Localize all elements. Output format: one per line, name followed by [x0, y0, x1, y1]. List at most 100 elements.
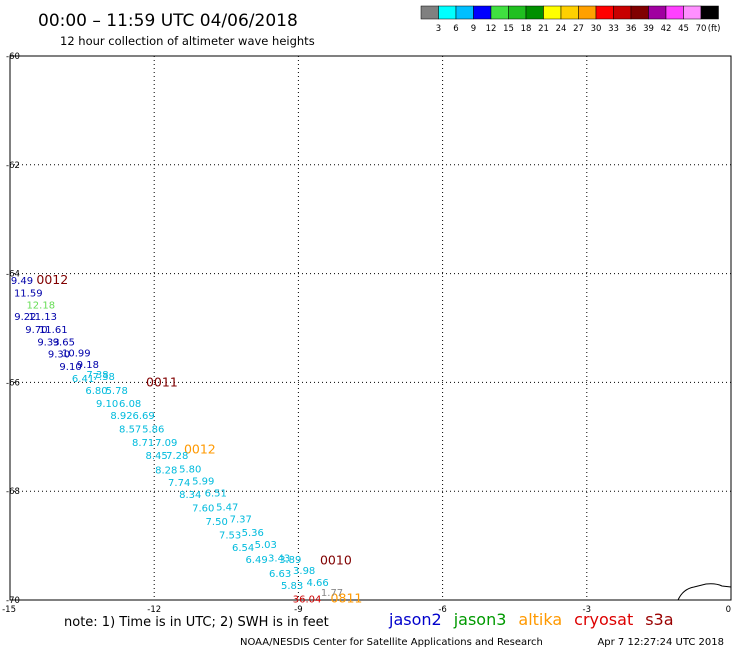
colorbar-swatch	[630, 5, 649, 20]
wave-height-label: 8.57	[119, 425, 141, 436]
colorbar-swatch	[438, 5, 457, 20]
y-tick-label: -68	[6, 487, 20, 497]
colorbar-swatch	[665, 5, 684, 20]
colorbar-swatch	[525, 5, 544, 20]
grid-lines	[10, 56, 731, 600]
wave-height-label: 3.98	[293, 566, 315, 577]
wave-height-label: 5.80	[179, 464, 201, 475]
wave-height-label: 6.41	[72, 374, 94, 385]
wave-height-label: 7.38	[93, 372, 115, 383]
satellite-legend: jason2 jason3 altika cryosat s3a	[388, 610, 674, 629]
wave-height-label: 7.53	[219, 531, 241, 542]
pass-time-label: 0012	[184, 441, 216, 456]
wave-height-label: 6.63	[269, 569, 291, 580]
x-tick-label: -15	[2, 605, 16, 615]
wave-height-label: 8.45	[145, 451, 167, 462]
tick-labels: -15 -12 -9 -6 -3 0 -60 -62 -64 -66 -68 -70	[2, 52, 731, 615]
colorbar-swatch	[683, 5, 702, 20]
y-tick-label: -70	[6, 596, 20, 606]
pass-time-label: 0012	[36, 272, 68, 287]
colorbar-label: 15	[503, 24, 514, 34]
plot-area: -15 -12 -9 -6 -3 0 -60 -62 -64 -66 -68 -70 9.49 11.5…	[2, 52, 732, 615]
pass-time-label: 0010	[320, 552, 352, 567]
wave-height-label: 5.78	[106, 386, 128, 397]
wave-height-label: 11.59	[14, 289, 43, 300]
x-tick-label: -3	[583, 605, 591, 615]
colorbar-swatch	[455, 5, 474, 20]
colorbar-swatch	[508, 5, 527, 20]
colorbar-unit: (ft)	[708, 24, 721, 34]
wave-height-label: 7.50	[206, 517, 228, 528]
x-tick-label: -6	[438, 605, 446, 615]
chart-title: 00:00 – 11:59 UTC 04/06/2018	[38, 11, 298, 31]
wave-height-label: 5.86	[142, 425, 164, 436]
color-scale-bar: 3 6 9 12 15 18 21 24 27 30 33 36 39 42 45 70 (ft)	[420, 5, 721, 34]
wave-height-label: 9.33	[37, 338, 59, 349]
legend-s3a: s3a	[645, 610, 673, 629]
wave-height-label: 6.54	[232, 543, 254, 554]
wave-height-label: 8.34	[179, 490, 201, 501]
legend-jason2: jason2	[388, 610, 442, 629]
colorbar-swatch	[490, 5, 509, 20]
wave-height-label: 5.47	[216, 502, 238, 513]
colorbar-label: 6	[453, 24, 458, 34]
wave-height-label: 9.10	[59, 362, 81, 373]
plot-frame	[9, 55, 732, 601]
wave-height-label: 5.99	[192, 476, 214, 487]
wave-height-label: 3.43	[268, 554, 290, 565]
chart-subtitle: 12 hour collection of altimeter wave hei…	[60, 34, 315, 48]
colorbar-label: 12	[486, 24, 497, 34]
colorbar-swatch	[613, 5, 632, 20]
wave-height-label: 11.61	[39, 325, 68, 336]
colorbar-label: 30	[591, 24, 602, 34]
colorbar-label: 39	[643, 24, 654, 34]
pass-time-label: 0011	[146, 374, 178, 389]
wave-height-label: 7.09	[155, 438, 177, 449]
wave-height-label: 9.30	[48, 350, 70, 361]
wave-height-label: 7.74	[168, 478, 190, 489]
wave-height-label: 9.22	[14, 312, 36, 323]
colorbar-swatch	[420, 5, 439, 20]
y-tick-label: -60	[6, 52, 20, 62]
colorbar-swatch	[700, 5, 719, 20]
footer-note: note: 1) Time is in UTC; 2) SWH is in fe…	[64, 615, 329, 630]
wave-height-label: 6.69	[132, 411, 154, 422]
legend-cryosat: cryosat	[574, 610, 633, 629]
wave-height-label: 7.28	[166, 451, 188, 462]
wave-height-label: 36.04	[293, 594, 322, 605]
wave-height-label: 9.18	[77, 360, 99, 371]
wave-height-label: 8.71	[132, 438, 154, 449]
pass-time-label: 0811	[331, 590, 363, 605]
x-tick-label: 0	[726, 605, 731, 615]
wave-height-label: 9.70	[25, 325, 47, 336]
colorbar-label: 9	[471, 24, 476, 34]
coastline-shape	[677, 583, 732, 601]
y-tick-label: -62	[6, 161, 20, 171]
wave-height-label: 10.99	[62, 348, 91, 359]
legend-altika: altika	[518, 610, 562, 629]
legend-jason3: jason3	[453, 610, 507, 629]
colorbar-label: 24	[556, 24, 567, 34]
wave-height-label: 9.49	[11, 276, 33, 287]
wave-height-label: 12.18	[26, 301, 55, 312]
wave-height-label: 6.80	[85, 386, 107, 397]
colorbar-swatch	[648, 5, 667, 20]
x-tick-label: -12	[147, 605, 161, 615]
wave-height-label: 6.49	[245, 555, 267, 566]
footer-timestamp: Apr 7 12:27:24 UTC 2018	[597, 637, 724, 648]
y-tick-label: -66	[6, 378, 20, 388]
colorbar-swatch	[595, 5, 614, 20]
wave-height-label: 9.65	[53, 338, 75, 349]
colorbar-label: 42	[661, 24, 672, 34]
colorbar-label: 3	[436, 24, 441, 34]
wave-height-label: 11.13	[28, 312, 57, 323]
wave-height-label: 1.77	[321, 588, 343, 599]
colorbar-label: 18	[521, 24, 532, 34]
colorbar-label: 21	[538, 24, 549, 34]
colorbar-label: 33	[608, 24, 619, 34]
wave-height-label: 7.38	[86, 370, 108, 381]
wave-height-label: 5.83	[281, 581, 303, 592]
colorbar-swatch	[560, 5, 579, 20]
wave-height-label: 7.37	[230, 514, 252, 525]
